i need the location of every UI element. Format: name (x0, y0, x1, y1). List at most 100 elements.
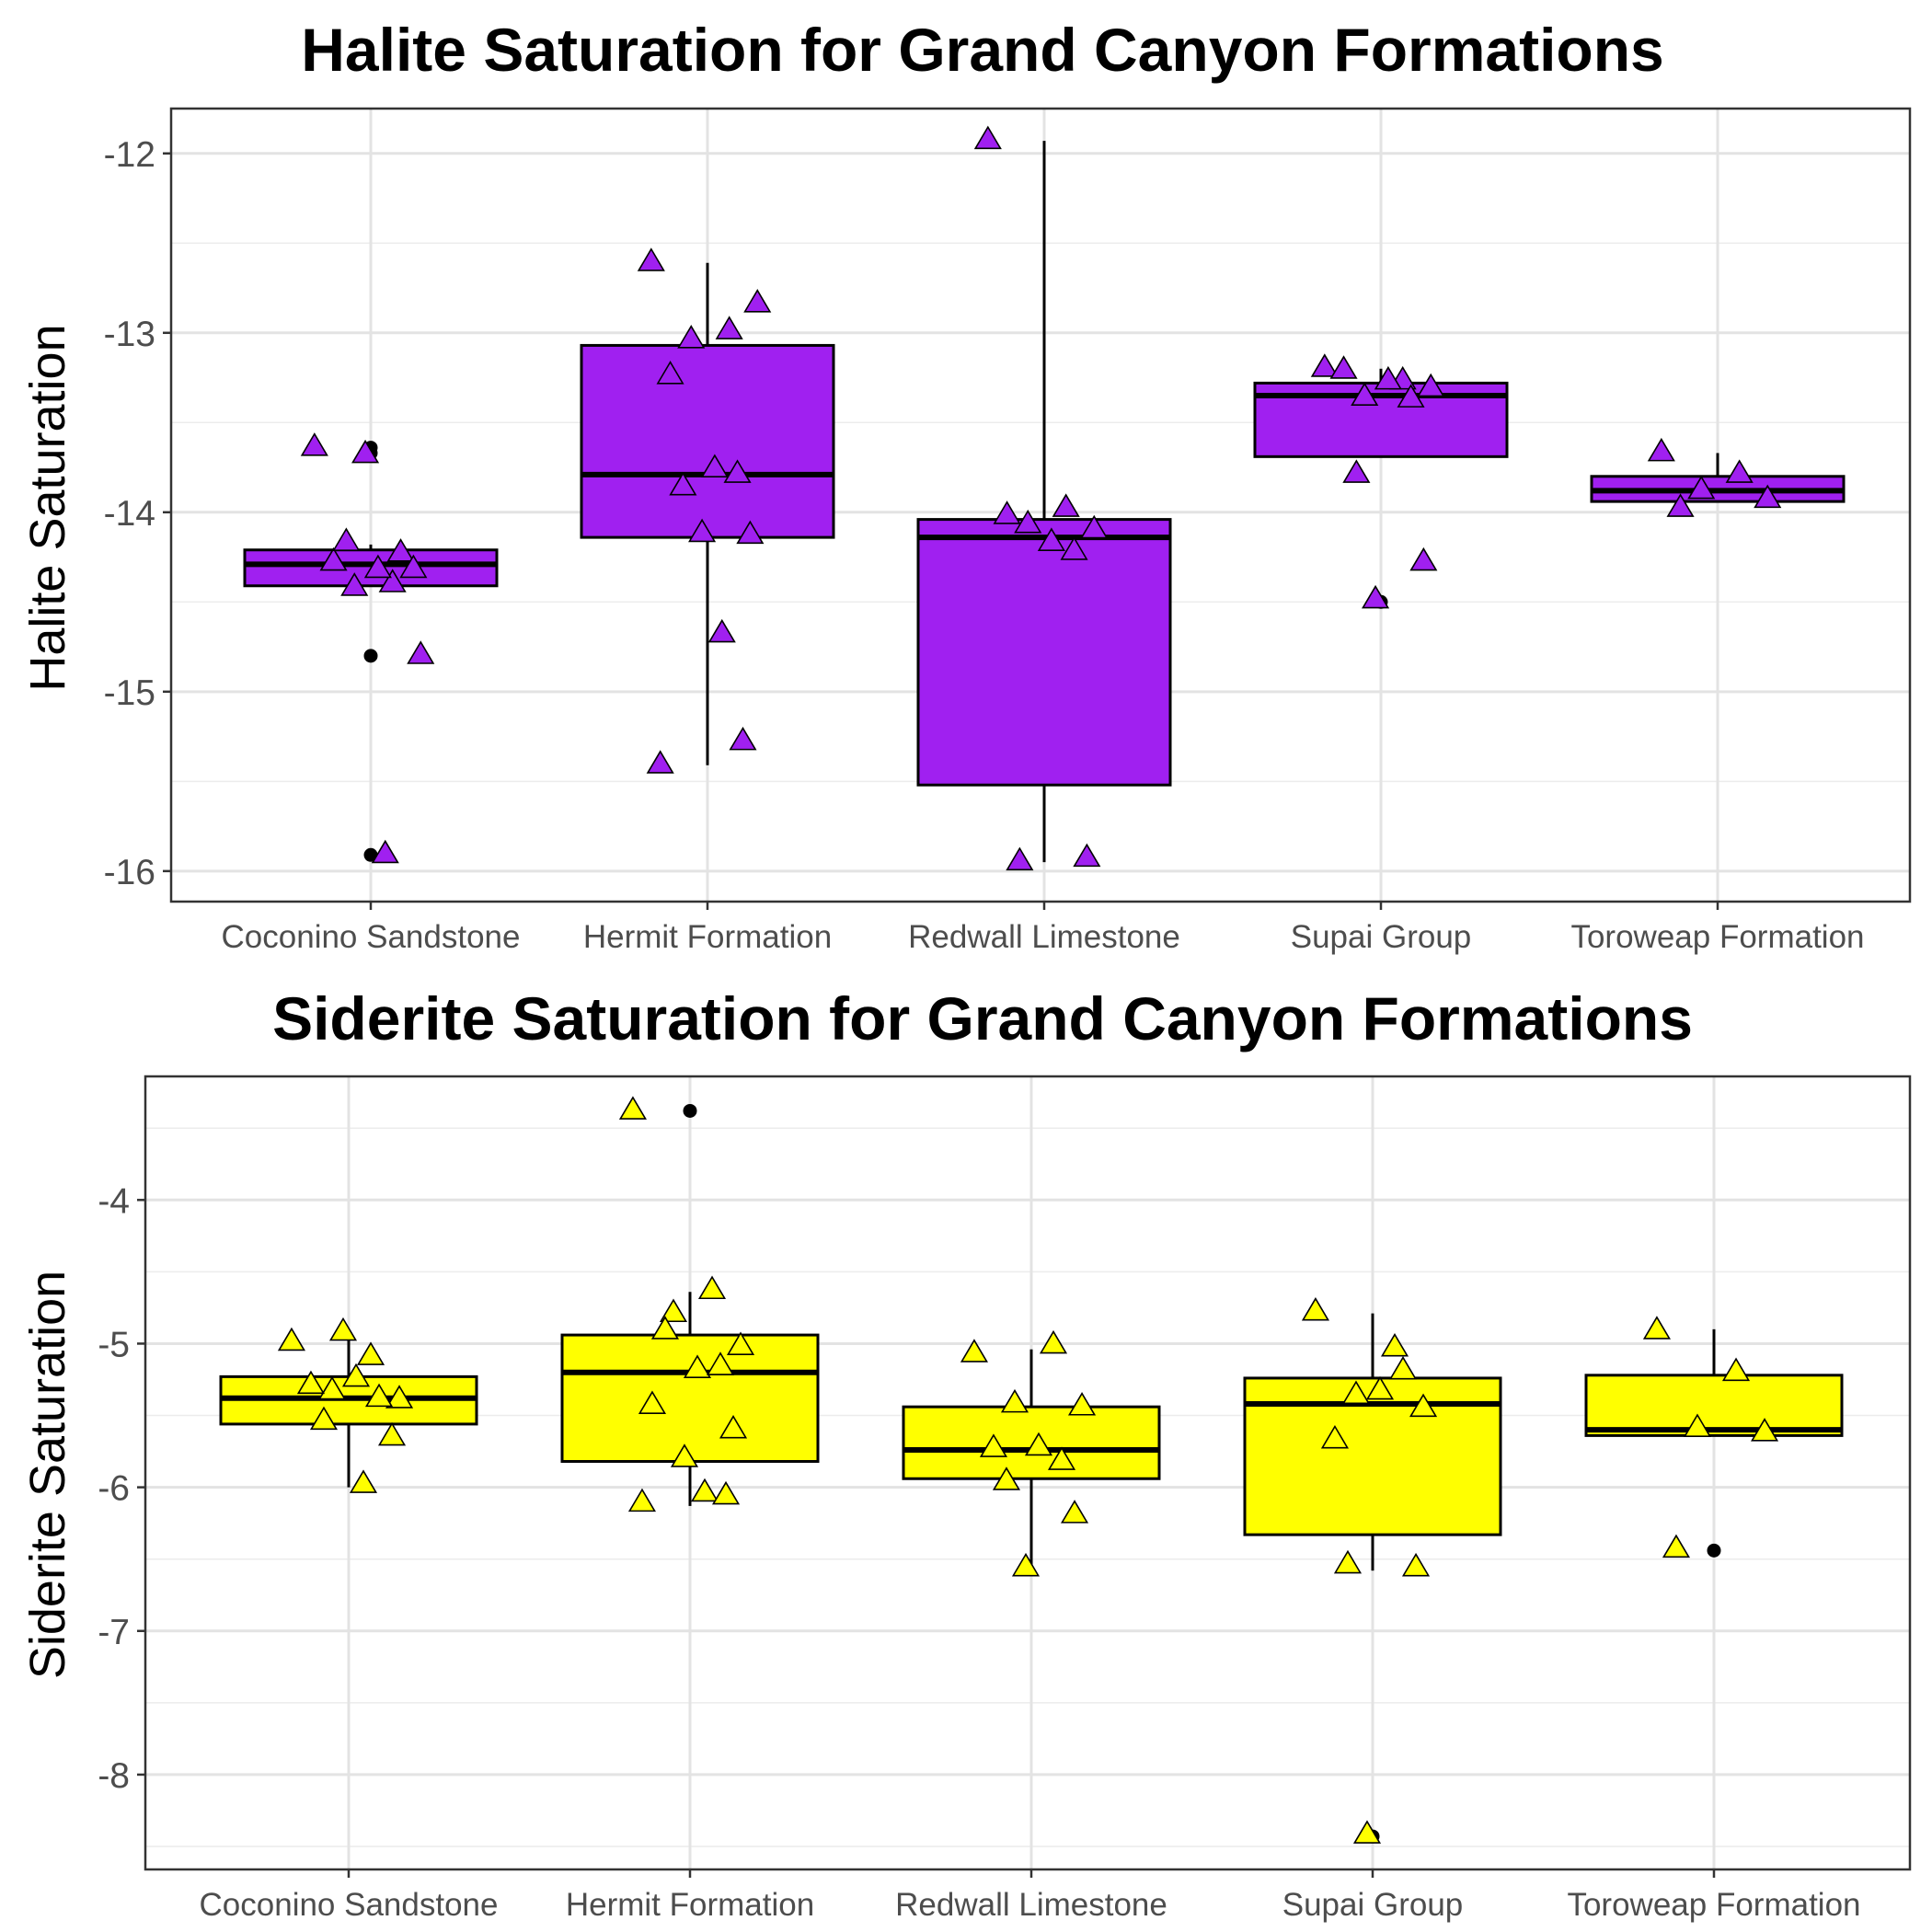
data-point (638, 1390, 667, 1414)
data-point (1333, 1549, 1363, 1574)
data-point (296, 1370, 326, 1395)
x-tick-label: Toroweap Formation (1570, 919, 1864, 955)
data-point (1341, 1380, 1371, 1405)
iqr-box (580, 343, 835, 539)
data-point (1011, 1552, 1041, 1577)
data-point (385, 1385, 414, 1409)
data-point (656, 361, 684, 385)
y-tick-label: -14 (104, 494, 155, 534)
data-point (340, 572, 369, 596)
box-toroweap-formation (1584, 1328, 1844, 1558)
data-point (659, 1298, 688, 1323)
x-axis-ticks: Coconino Sandstone Hermit Formation Redwal… (222, 902, 1865, 955)
outlier-point (363, 847, 378, 862)
data-point (1721, 1357, 1751, 1382)
data-point (1310, 353, 1339, 377)
data-point (743, 289, 772, 313)
data-point (1014, 509, 1042, 534)
box-supai-group (1243, 1313, 1502, 1844)
data-point (1409, 546, 1438, 571)
data-point (1397, 384, 1425, 408)
y-tick-label: -12 (104, 135, 155, 175)
data-point (1080, 514, 1109, 539)
box-toroweap-formation (1590, 453, 1846, 503)
data-point (351, 439, 380, 464)
x-tick-label: Coconino Sandstone (200, 1887, 499, 1923)
data-point (736, 520, 765, 545)
data-point (690, 1478, 719, 1502)
plot-border (169, 107, 1912, 903)
data-point (1666, 493, 1695, 517)
data-point (992, 1466, 1021, 1490)
x-tick-label: Coconino Sandstone (222, 919, 521, 955)
data-point (979, 1433, 1008, 1457)
data-point (1024, 1432, 1053, 1456)
data-point (1052, 493, 1080, 517)
jitter-points (300, 125, 1782, 871)
data-point (707, 618, 736, 643)
data-point (1301, 1296, 1330, 1321)
data-point (960, 1339, 989, 1363)
y-tick-label: -15 (104, 673, 155, 713)
outlier-point (683, 1103, 697, 1118)
data-point (973, 125, 1002, 150)
data-point (1351, 382, 1379, 406)
data-point (1067, 1392, 1097, 1416)
data-point (407, 640, 435, 664)
data-point (1687, 475, 1716, 500)
x-axis-ticks: Coconino Sandstone Hermit Formation Redwal… (200, 1869, 1861, 1923)
data-point (363, 554, 392, 579)
outlier-point (363, 649, 378, 663)
x-tick-label: Toroweap Formation (1567, 1887, 1860, 1923)
data-point (364, 1383, 394, 1408)
data-point (1039, 1329, 1068, 1354)
data-point (706, 1351, 735, 1375)
data-point (1642, 1316, 1672, 1340)
iqr-box (902, 1405, 1161, 1480)
data-point (1342, 459, 1371, 483)
y-axis-ticks: -4 -5 -6 -7 -8 (98, 1181, 145, 1796)
box-series (219, 1103, 1844, 1844)
box-redwall-limestone (902, 1349, 1161, 1571)
chart-title: Siderite Saturation for Grand Canyon For… (272, 984, 1693, 1052)
iqr-box (560, 1333, 820, 1464)
data-point (377, 1421, 407, 1446)
data-point (1320, 1424, 1350, 1449)
data-point (1329, 355, 1358, 379)
data-point (1754, 484, 1782, 509)
data-point (332, 527, 361, 551)
data-point (1417, 373, 1445, 397)
data-point (646, 750, 674, 774)
plot-border (144, 1075, 1912, 1871)
iqr-box (916, 518, 1172, 787)
data-point (711, 1480, 741, 1505)
data-point (277, 1327, 306, 1351)
data-point (697, 1275, 727, 1300)
y-axis-label: Halite Saturation (20, 324, 75, 691)
x-tick-label: Supai Group (1282, 1887, 1464, 1923)
x-tick-label: Redwall Limestone (908, 919, 1180, 955)
data-point (300, 432, 328, 456)
y-tick-label: -6 (98, 1469, 130, 1509)
x-tick-label: Redwall Limestone (895, 1887, 1167, 1923)
data-point (677, 325, 706, 349)
data-point (729, 726, 757, 751)
data-point (650, 1316, 680, 1340)
data-point (399, 554, 428, 579)
box-coconino-sandstone (219, 1336, 478, 1488)
iqr-box (1584, 1374, 1844, 1437)
data-point (1362, 584, 1390, 609)
data-point (1662, 1534, 1691, 1558)
data-point (1388, 1355, 1418, 1380)
gridlines (145, 1076, 1910, 1869)
data-point (723, 459, 752, 483)
data-point (637, 247, 665, 271)
data-point (1409, 1393, 1438, 1418)
y-tick-label: -16 (104, 853, 155, 892)
data-point (1047, 1446, 1076, 1470)
data-point (688, 518, 717, 543)
y-tick-label: -13 (104, 315, 155, 354)
data-point (1037, 527, 1065, 551)
data-point (1060, 1500, 1089, 1524)
